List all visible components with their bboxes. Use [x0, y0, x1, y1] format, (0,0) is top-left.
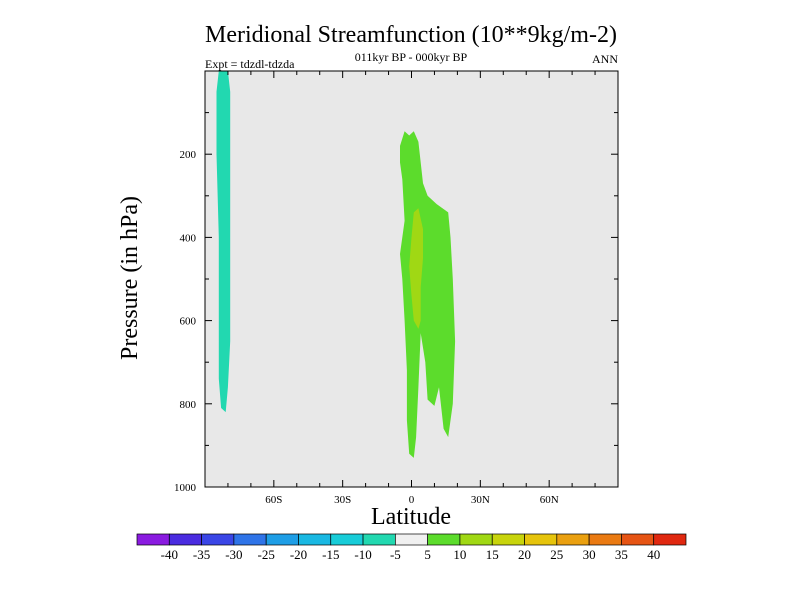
colorbar-swatch: [233, 533, 267, 546]
colorbar-swatch: [298, 533, 332, 546]
colorbar-label: -10: [354, 547, 371, 562]
colorbar-label: 20: [518, 547, 531, 562]
colorbar-swatch: [201, 533, 235, 546]
season-label: ANN: [592, 52, 618, 66]
colorbar-swatch: [588, 533, 622, 546]
chart-title: Meridional Streamfunction (10**9kg/m-2): [205, 22, 617, 48]
colorbar-label: -20: [290, 547, 307, 562]
colorbar-swatch: [330, 533, 364, 546]
colorbar-label: 40: [647, 547, 660, 562]
colorbar-label: -15: [322, 547, 339, 562]
x-tick-label: 60N: [540, 494, 559, 506]
colorbar-swatch: [491, 533, 525, 546]
colorbar-label: -35: [193, 547, 210, 562]
plot-frame: [204, 70, 619, 488]
y-tick-label: 1000: [174, 482, 197, 494]
colorbar-label: 5: [424, 547, 431, 562]
colorbar-swatch: [459, 533, 493, 546]
colorbar-label: -30: [225, 547, 242, 562]
colorbar-label: -40: [161, 547, 178, 562]
y-tick-label: 600: [180, 316, 197, 328]
x-axis-label: Latitude: [371, 504, 451, 530]
x-tick-label: 0: [409, 494, 415, 506]
chart-subtitle: 011kyr BP - 000kyr BP: [355, 50, 468, 64]
colorbar-swatch: [427, 533, 461, 546]
colorbar-label: 35: [615, 547, 628, 562]
x-tick-label: 30N: [471, 494, 490, 506]
x-tick-label: 30S: [334, 494, 351, 506]
colorbar-label: 10: [453, 547, 466, 562]
colorbar-label: 25: [550, 547, 563, 562]
colorbar-swatch: [621, 533, 655, 546]
contour-negative-cell-south: [216, 71, 231, 413]
colorbar-swatch: [556, 533, 590, 546]
y-tick-label: 800: [180, 399, 197, 411]
colorbar-swatch: [168, 533, 202, 546]
colorbar-swatch: [265, 533, 299, 546]
colorbar-swatch: [362, 533, 396, 546]
colorbar-label: 30: [583, 547, 596, 562]
colorbar-swatch: [524, 533, 558, 546]
y-tick-label: 200: [180, 149, 197, 161]
colorbar-label: -5: [390, 547, 401, 562]
colorbar-label: 15: [486, 547, 499, 562]
colorbar-swatch: [395, 533, 428, 546]
x-tick-label: 60S: [265, 494, 282, 506]
y-axis-label: Pressure (in hPa): [117, 196, 143, 360]
colorbar-swatch: [653, 533, 687, 546]
colorbar-swatch: [136, 533, 170, 546]
experiment-label: Expt = tdzdl-tdzda: [205, 57, 295, 71]
y-tick-label: 400: [180, 232, 197, 244]
colorbar-label: -25: [258, 547, 275, 562]
contour-positive-cell-core: [409, 208, 423, 329]
